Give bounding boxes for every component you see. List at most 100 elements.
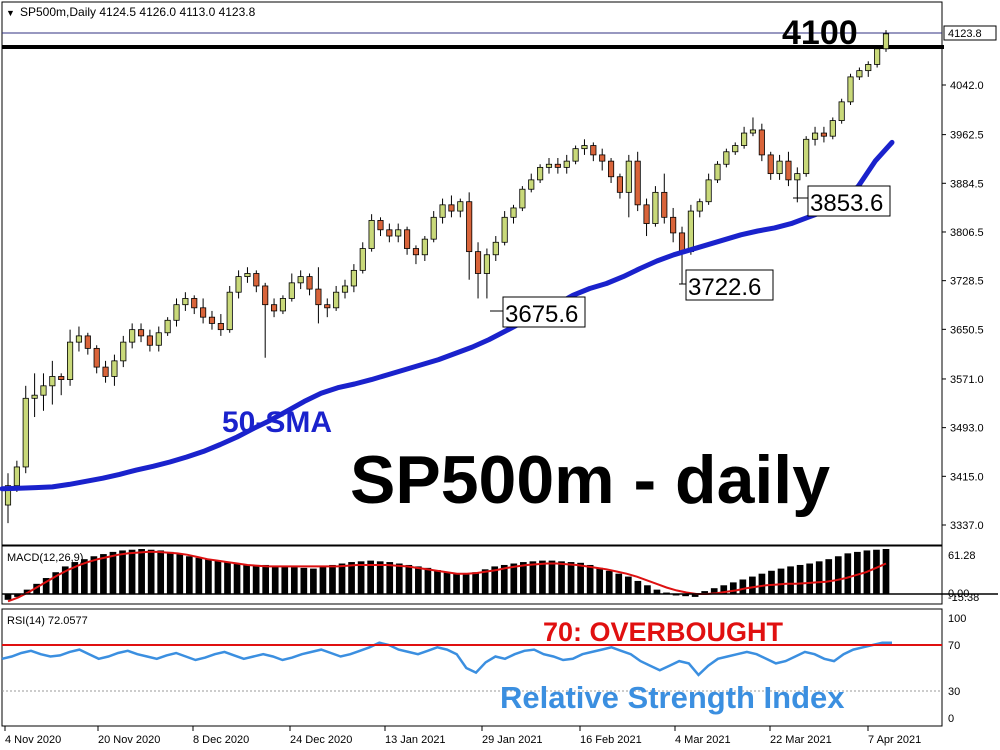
symbol-header: SP500m,Daily 4124.5 4126.0 4113.0 4123.8	[20, 5, 256, 19]
macd-bar	[529, 561, 537, 594]
macd-bar	[844, 553, 852, 594]
candle-body	[714, 163, 721, 181]
candle-body	[306, 276, 313, 290]
candle-body	[749, 129, 757, 134]
candle-body	[466, 201, 473, 253]
macd-bar	[539, 560, 546, 594]
candle-body	[333, 291, 340, 309]
rsi-line	[1, 641, 892, 677]
macd-bar	[14, 594, 21, 597]
rsi-axis: 100 70 30 0	[948, 613, 966, 725]
macd-bar	[701, 591, 709, 594]
candle-body	[200, 307, 207, 318]
macd-bar	[777, 568, 785, 594]
rsi-tick-label: 70	[948, 640, 960, 652]
candle-body	[678, 232, 686, 253]
candle-body	[13, 466, 20, 487]
macd-bar	[768, 570, 775, 594]
candle-body	[350, 269, 357, 287]
macd-bar	[749, 576, 756, 594]
candle-body	[634, 160, 641, 206]
candle-body	[226, 291, 233, 331]
sma50-line	[0, 139, 895, 492]
macd-bar	[624, 576, 632, 594]
macd-bar	[405, 564, 413, 594]
macd-bar	[395, 563, 403, 594]
candle-body	[572, 148, 579, 162]
candle-body	[767, 154, 774, 175]
time-tick-label: 24 Dec 2020	[290, 734, 352, 746]
time-axis: 4 Nov 2020 20 Nov 2020 8 Dec 2020 24 Dec 20…	[4, 726, 921, 746]
candle-body	[537, 166, 544, 181]
macd-bar	[300, 567, 308, 594]
macd-bar	[310, 568, 317, 594]
candle-body	[31, 394, 38, 399]
time-tick-label: 7 Apr 2021	[868, 734, 921, 746]
candle-body	[217, 323, 224, 331]
candle-body	[519, 188, 526, 209]
candle-body	[288, 282, 295, 299]
macd-bar	[166, 551, 174, 594]
macd-bar	[634, 580, 642, 594]
candle-body	[483, 254, 490, 274]
macd-bar	[205, 559, 212, 594]
candle-body	[324, 304, 331, 309]
macd-bar	[376, 561, 384, 594]
main-panel-frame	[1, 1, 943, 546]
macd-bar	[290, 567, 298, 594]
macd-bar	[262, 564, 270, 594]
candle-body	[741, 132, 748, 146]
candle-body	[404, 229, 411, 249]
macd-bar	[548, 560, 556, 594]
candle-body	[847, 76, 854, 103]
candle-body	[235, 276, 242, 293]
candle-body	[554, 163, 561, 168]
candle-body	[412, 248, 420, 256]
macd-bar	[338, 563, 346, 594]
sma-label: 50-SMA	[222, 406, 332, 439]
candle-body	[182, 298, 189, 306]
price-tick-label: 3650.5	[950, 324, 984, 336]
macd-bar	[243, 564, 250, 594]
macd-bar	[577, 562, 584, 594]
macd-bar	[882, 549, 890, 594]
price-tick-label: 3728.5	[950, 276, 984, 288]
candle-body	[120, 341, 127, 362]
candle-body	[811, 132, 819, 140]
candle-body	[22, 397, 29, 468]
candle-body	[838, 101, 845, 121]
candle-body	[368, 220, 375, 249]
rsi-panel-frame	[1, 608, 943, 727]
macd-axis: 61.28 0.00-15.38	[2, 550, 998, 604]
candle-body	[93, 347, 100, 368]
macd-bar	[825, 559, 833, 594]
candle-body	[448, 204, 455, 212]
candle-body	[164, 319, 171, 334]
candle-body	[279, 298, 286, 312]
macd-bar	[729, 582, 737, 594]
macd-bar	[357, 561, 365, 594]
macd-bar	[367, 560, 374, 594]
candle-body	[395, 229, 402, 237]
level-4100-label: 4100	[782, 14, 858, 52]
macd-bar	[443, 572, 451, 594]
macd-bar	[710, 588, 718, 594]
candle-body	[599, 154, 606, 162]
macd-bar	[147, 549, 155, 594]
candle-body	[208, 316, 216, 324]
candle-body	[58, 376, 65, 380]
candle-body	[652, 191, 659, 224]
candle-body	[705, 179, 712, 203]
macd-bar	[739, 579, 747, 594]
macd-bar	[138, 549, 145, 594]
macd-title: MACD(12,26,9)	[7, 552, 83, 564]
macd-bar	[815, 561, 823, 594]
time-tick-label: 13 Jan 2021	[385, 734, 446, 746]
candle-body	[590, 145, 597, 156]
price-tick-label: 3493.0	[950, 423, 984, 435]
candle-body	[794, 173, 801, 181]
macd-tick-label: -15.38	[948, 592, 979, 604]
candle-body	[563, 160, 570, 168]
macd-tick-label: 0.00	[948, 588, 969, 600]
